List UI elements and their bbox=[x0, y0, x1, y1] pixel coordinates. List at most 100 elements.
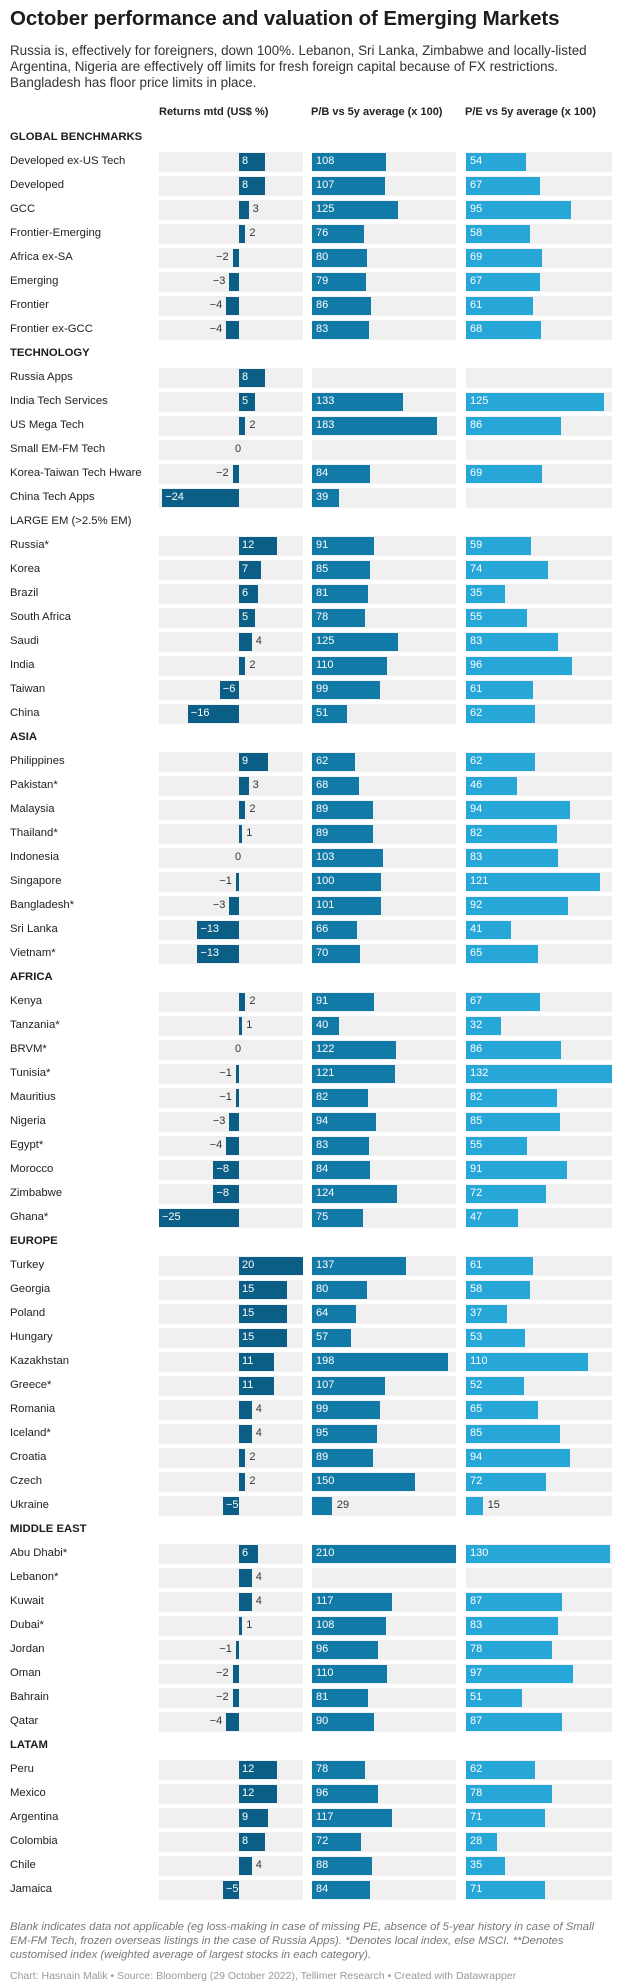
pe-cell: 85 bbox=[466, 1112, 612, 1132]
pb-cell: 79 bbox=[312, 272, 456, 292]
pb-bar bbox=[312, 633, 398, 651]
table-row: Tanzania* 1 40 32 bbox=[0, 1014, 620, 1038]
row-label: Kuwait bbox=[10, 1595, 44, 1607]
pb-cell: 99 bbox=[312, 1400, 456, 1420]
table-row: Pakistan* 3 68 46 bbox=[0, 774, 620, 798]
pb-cell: 99 bbox=[312, 680, 456, 700]
pb-bar bbox=[312, 1617, 387, 1635]
pb-value: 107 bbox=[316, 179, 335, 191]
pb-cell: 68 bbox=[312, 776, 456, 796]
table-row: Hungary 15 57 53 bbox=[0, 1326, 620, 1350]
pb-cell: 117 bbox=[312, 1592, 456, 1612]
returns-cell: −2 bbox=[159, 1688, 303, 1708]
pb-cell: 89 bbox=[312, 1448, 456, 1468]
returns-bar bbox=[239, 1425, 252, 1443]
pe-value: 46 bbox=[470, 779, 483, 791]
pe-bar bbox=[466, 1281, 531, 1299]
pe-bar bbox=[466, 801, 570, 819]
pe-cell: 61 bbox=[466, 680, 612, 700]
returns-value: 11 bbox=[242, 1379, 254, 1391]
returns-cell: −25 bbox=[159, 1208, 303, 1228]
pe-value: 67 bbox=[470, 275, 483, 287]
returns-bar bbox=[239, 609, 255, 627]
pb-bar bbox=[312, 489, 339, 507]
row-label: Thailand* bbox=[10, 827, 58, 839]
pb-value: 96 bbox=[316, 1787, 329, 1799]
pb-bar bbox=[312, 1665, 388, 1683]
returns-cell: 4 bbox=[159, 632, 303, 652]
returns-value: 5 bbox=[242, 395, 249, 407]
pb-bar bbox=[312, 1137, 369, 1155]
row-label: Saudi bbox=[10, 635, 39, 647]
pe-cell: 121 bbox=[466, 872, 612, 892]
returns-bar bbox=[239, 1305, 287, 1323]
table-row: Morocco −8 84 91 bbox=[0, 1158, 620, 1182]
returns-cell: 1 bbox=[159, 1616, 303, 1636]
pe-cell: 83 bbox=[466, 1616, 612, 1636]
pb-cell: 137 bbox=[312, 1256, 456, 1276]
pb-value: 79 bbox=[316, 275, 329, 287]
pe-bar bbox=[466, 153, 526, 171]
table-row: Russia Apps 8 bbox=[0, 366, 620, 390]
returns-bar bbox=[239, 1353, 275, 1371]
pb-value: 107 bbox=[316, 1379, 335, 1391]
returns-value: −3 bbox=[212, 1115, 226, 1127]
pe-value: 54 bbox=[470, 155, 483, 167]
returns-cell: −1 bbox=[159, 1064, 303, 1084]
pb-bar bbox=[312, 1449, 374, 1467]
section-label: ASIA bbox=[10, 731, 37, 743]
pe-bar bbox=[466, 537, 532, 555]
pe-bar bbox=[466, 393, 605, 411]
returns-bar bbox=[226, 1713, 239, 1731]
pe-bar bbox=[466, 921, 512, 939]
returns-bar bbox=[235, 1065, 239, 1083]
pe-cell: 54 bbox=[466, 152, 612, 172]
returns-cell: 0 bbox=[159, 440, 303, 460]
pe-value: 78 bbox=[470, 1643, 483, 1655]
pe-value: 121 bbox=[470, 875, 489, 887]
pb-cell: 101 bbox=[312, 896, 456, 916]
row-label: Frontier bbox=[10, 299, 49, 311]
row-label: Croatia bbox=[10, 1451, 47, 1463]
pb-value: 198 bbox=[316, 1355, 335, 1367]
table-row: Indonesia 0 103 83 bbox=[0, 846, 620, 870]
returns-value: 12 bbox=[242, 539, 255, 551]
pe-value: 53 bbox=[470, 1331, 483, 1343]
table-row: Egypt* −4 83 55 bbox=[0, 1134, 620, 1158]
returns-value: 2 bbox=[249, 419, 256, 431]
pb-value: 89 bbox=[316, 803, 329, 815]
returns-cell: 9 bbox=[159, 1808, 303, 1828]
returns-cell: 4 bbox=[159, 1568, 303, 1588]
returns-value: 2 bbox=[249, 659, 256, 671]
pb-cell: 96 bbox=[312, 1784, 456, 1804]
returns-cell: 5 bbox=[159, 392, 303, 412]
returns-cell: 2 bbox=[159, 224, 303, 244]
pb-cell: 83 bbox=[312, 1136, 456, 1156]
pe-cell: 72 bbox=[466, 1472, 612, 1492]
pe-bar bbox=[466, 1041, 562, 1059]
pe-value: 86 bbox=[470, 419, 483, 431]
row-label: Jamaica bbox=[10, 1883, 53, 1895]
section-row: GLOBAL BENCHMARKS bbox=[0, 126, 620, 150]
pe-cell bbox=[466, 440, 612, 460]
row-label: Georgia bbox=[10, 1283, 51, 1295]
returns-value: 9 bbox=[242, 755, 249, 767]
returns-bar bbox=[239, 777, 249, 795]
returns-cell: −1 bbox=[159, 1640, 303, 1660]
pe-cell: 35 bbox=[466, 584, 612, 604]
pb-cell: 150 bbox=[312, 1472, 456, 1492]
row-label: Pakistan* bbox=[10, 779, 58, 791]
pe-cell: 46 bbox=[466, 776, 612, 796]
table-row: Lebanon* 4 bbox=[0, 1566, 620, 1590]
returns-cell: −13 bbox=[159, 920, 303, 940]
returns-bar bbox=[239, 561, 262, 579]
returns-value: 4 bbox=[255, 635, 262, 647]
pb-value: 82 bbox=[316, 1091, 329, 1103]
pe-cell: 55 bbox=[466, 608, 612, 628]
table-row: Oman −2 110 97 bbox=[0, 1662, 620, 1686]
returns-cell: −16 bbox=[159, 704, 303, 724]
pb-bar bbox=[312, 1401, 380, 1419]
pe-value: 65 bbox=[470, 1403, 483, 1415]
row-label: Korea bbox=[10, 563, 41, 575]
pe-bar bbox=[466, 825, 557, 843]
